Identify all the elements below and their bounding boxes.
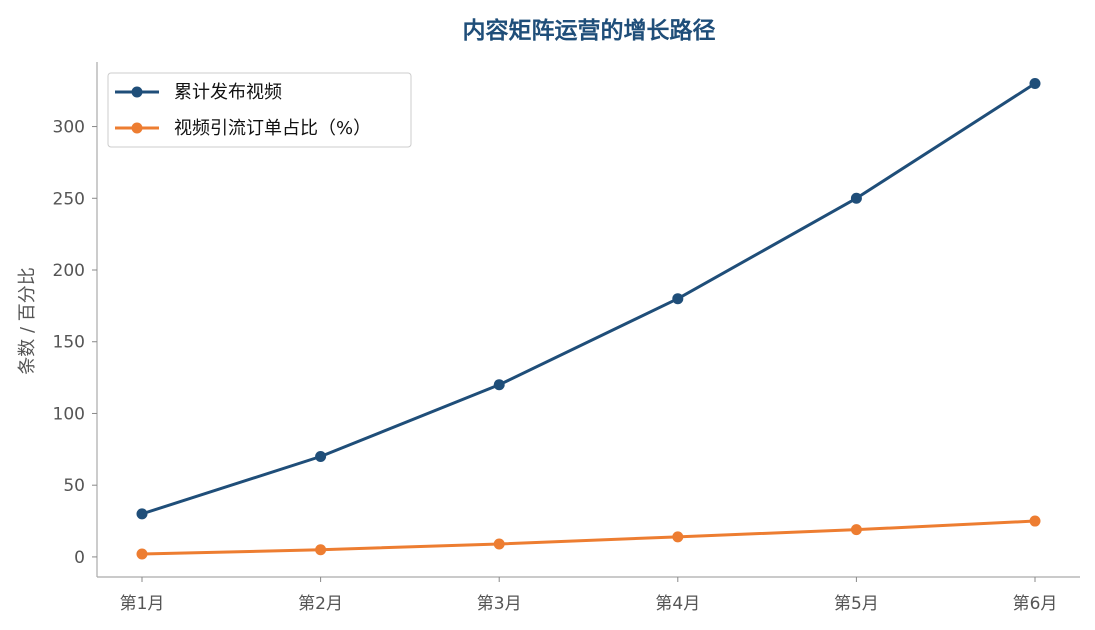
series-2-point [493,538,505,550]
y-tick-label: 200 [53,261,85,281]
series-line-1 [140,82,1037,516]
x-tick-label: 第3月 [477,594,522,614]
series-1-point [315,450,327,462]
series-2-point [315,544,327,556]
y-tick-label: 100 [53,404,85,424]
series-2-point [672,531,684,543]
x-tick-label: 第4月 [655,594,700,614]
series-1-point [1029,78,1041,90]
chart-title: 内容矩阵运营的增长路径 [463,17,716,44]
series-2-point [850,524,862,536]
series-1-point [672,293,684,305]
legend-label-1: 累计发布视频 [174,82,282,103]
x-tick-label: 第1月 [120,594,165,614]
y-axis-title: 条数 / 百分比 [17,267,38,375]
series-2-point [1029,515,1041,527]
legend-box [107,72,412,148]
plot-area: 0 50 100 150 200 250 300 第1月 第2月 第3月 第4月 第5月 第6月 [53,62,1080,614]
legend-marker-1 [131,86,143,98]
series-1-point [493,379,505,391]
x-tick-label: 第5月 [834,594,879,614]
series-line-2 [140,519,1037,556]
series-1-point [850,192,862,204]
series-2-point [136,548,148,560]
legend-label-2: 视频引流订单占比（%） [174,118,371,139]
legend-marker-2 [131,122,143,134]
y-tick-label: 150 [53,333,85,353]
x-tick-label: 第6月 [1013,594,1058,614]
y-tick-label: 50 [63,476,85,496]
y-tick-label: 0 [74,548,85,568]
y-tick-label: 300 [53,118,85,138]
y-tick-label: 250 [53,189,85,209]
series-1-point [136,508,148,520]
x-tick-label: 第2月 [298,594,343,614]
